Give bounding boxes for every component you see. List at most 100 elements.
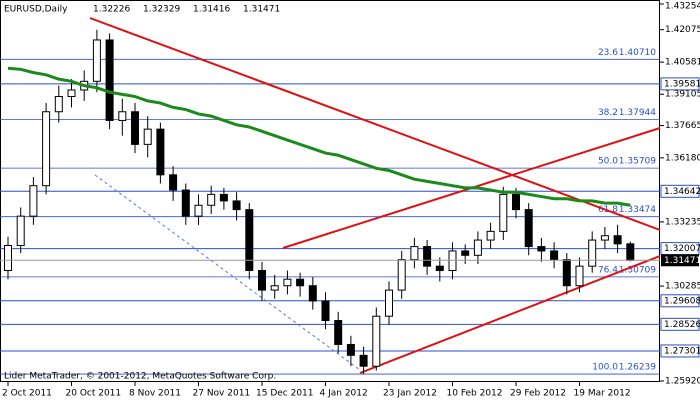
candle-body	[194, 204, 203, 217]
y-tick-label: 1.36180	[665, 153, 700, 163]
y-tick-label: 1.42075	[665, 25, 700, 35]
candle-body	[270, 285, 279, 291]
trend-line	[359, 255, 661, 374]
candle-body	[283, 278, 292, 287]
chart-title: EURUSD,Daily	[4, 5, 68, 15]
candle-body	[372, 315, 381, 367]
candle-body	[486, 230, 495, 241]
x-tick-label: 19 Mar 2012	[574, 389, 631, 399]
fib-value: 1.37944	[619, 108, 656, 118]
candle-body	[499, 193, 508, 232]
fib-ratio: 23.6	[598, 48, 618, 58]
fib-value: 1.33474	[619, 205, 656, 215]
level-box	[660, 317, 700, 331]
fib-value: 1.26239	[619, 363, 656, 373]
y-tick-label: 1.33235	[665, 217, 700, 227]
x-tick-label: 2 Oct 2011	[2, 389, 52, 399]
level-box	[660, 77, 700, 91]
level-box	[660, 344, 700, 358]
candle-body	[346, 343, 355, 356]
candle-body	[169, 174, 178, 191]
candle-body	[42, 111, 51, 187]
candle-body	[562, 259, 571, 287]
candle-body	[385, 289, 393, 317]
candle-body	[308, 285, 317, 302]
candle-body	[296, 278, 305, 287]
y-tick-label: 1.30285	[665, 282, 700, 292]
moving-average	[7, 66, 631, 207]
fib-value: 1.35709	[619, 157, 656, 167]
x-tick-label: 15 Dec 2011	[256, 389, 314, 399]
current-price-label: 1.31471	[664, 256, 700, 266]
fib-value: 1.40710	[619, 48, 656, 58]
candle-body	[29, 185, 38, 217]
x-tick-label: 29 Feb 2012	[510, 389, 566, 399]
trend-line	[89, 17, 661, 231]
level-label: 1.27301	[664, 346, 700, 356]
x-tick-label: 10 Feb 2012	[447, 389, 503, 399]
drawings	[89, 17, 661, 374]
candle-body	[245, 209, 254, 272]
candle-body	[626, 243, 635, 261]
y-tick-label: 1.37665	[665, 121, 700, 131]
candle-body	[219, 193, 228, 202]
candle-body	[54, 96, 63, 113]
candle-body	[67, 89, 76, 98]
header-close: 1.31471	[243, 5, 280, 15]
candle-body	[359, 354, 368, 367]
candle-body	[473, 239, 482, 256]
header-low: 1.31416	[193, 5, 230, 15]
fib-ratio: 50.0	[598, 157, 618, 167]
header-high: 1.32329	[143, 5, 180, 15]
fib-ratio: 100.0	[592, 363, 618, 373]
candle-body	[423, 246, 432, 267]
y-tick-label: 1.25920	[665, 377, 700, 387]
level-box	[660, 294, 700, 308]
candle-body	[600, 235, 609, 241]
candle-body	[92, 39, 101, 82]
candle-body	[321, 300, 330, 322]
candle-body	[4, 245, 12, 272]
x-tick-label: 23 Jan 2012	[383, 389, 437, 399]
x-tick-label: 4 Jan 2012	[320, 389, 368, 399]
candle-body	[397, 259, 406, 291]
y-tick-label: 1.43254	[665, 2, 700, 12]
candle-body	[143, 128, 152, 145]
candle-body	[334, 320, 343, 345]
x-tick-label: 27 Nov 2011	[193, 389, 251, 399]
level-label: 1.28526	[664, 320, 700, 330]
level-label: 1.34642	[664, 187, 700, 197]
candle-body	[232, 200, 241, 211]
candle-body	[575, 265, 584, 287]
candle-body	[258, 270, 266, 291]
candle-body	[435, 265, 444, 272]
candle-body	[524, 209, 533, 248]
candle-body	[207, 193, 216, 206]
candle-body	[16, 215, 25, 247]
footer: Lider MetaTrader, © 2001-2012, MetaQuote…	[4, 372, 276, 382]
level-label: 1.32007	[664, 244, 700, 254]
candle-body	[156, 128, 165, 176]
header-open: 1.32226	[93, 5, 130, 15]
candle-body	[118, 111, 127, 121]
candle-body	[410, 246, 419, 261]
candle-body	[461, 250, 470, 256]
candle-body	[613, 235, 622, 245]
level-label: 1.39581	[664, 79, 700, 89]
x-tick-label: 8 Nov 2011	[129, 389, 181, 399]
candle-body	[181, 189, 190, 217]
candles	[0, 29, 660, 375]
candle-body	[131, 111, 139, 145]
candle-body	[588, 239, 597, 267]
fib-ratio: 76.4	[598, 265, 618, 275]
level-label: 1.29608	[664, 296, 700, 306]
x-tick-label: 20 Oct 2011	[66, 389, 122, 399]
candle-body	[105, 39, 114, 121]
candle-body	[512, 193, 520, 211]
fib-value: 1.30709	[619, 265, 656, 275]
y-tick-label: 1.39105	[665, 90, 700, 100]
